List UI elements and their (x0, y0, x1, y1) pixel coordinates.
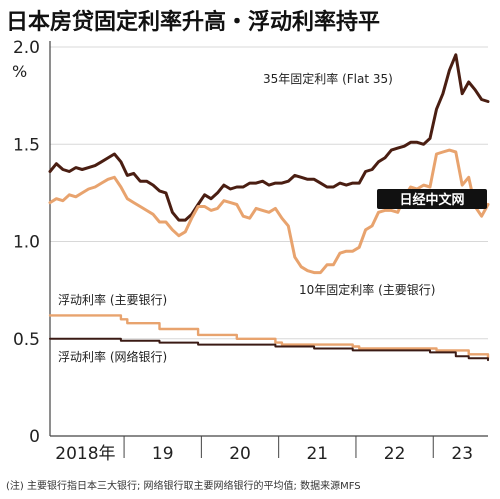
y-tick-label: 2.0 (13, 38, 40, 58)
series-line (48, 314, 490, 360)
watermark-background (377, 189, 487, 209)
series-line (48, 148, 490, 275)
series-line (48, 53, 490, 222)
y-tick-label: 0.5 (13, 330, 40, 350)
series-label-layer: 35年固定利率 (Flat 35) 10年固定利率 (主要银行) 浮动利率 (主要银… (58, 71, 435, 364)
chart-note: (注) 主要银行指日本三大银行; 网络银行取主要网络银行的平均值; 数据来源MF… (6, 479, 361, 492)
series-label: 浮动利率 (网络银行) (58, 349, 167, 364)
axis-layer: 0 0.5 1.0 1.5 2.0 2018年 19 20 21 22 23 (13, 38, 488, 464)
series-label: 10年固定利率 (主要银行) (299, 282, 435, 297)
y-tick-label: 1.5 (13, 135, 40, 155)
x-tick-label: 23 (451, 444, 473, 464)
chart-title: 日本房贷固定利率升高・浮动利率持平 (6, 9, 380, 35)
y-tick-label: 1.0 (13, 233, 40, 253)
watermark-text: 日经中文网 (399, 192, 464, 208)
x-tick-label: 22 (384, 444, 406, 464)
x-tick-label: 21 (306, 444, 328, 464)
watermark-badge: 日经中文网 (377, 189, 487, 209)
y-tick-label: 0 (29, 427, 40, 447)
series-layer (48, 53, 490, 362)
x-tick-label: 20 (229, 444, 251, 464)
series-label: 浮动利率 (主要银行) (58, 292, 167, 307)
series-label: 35年固定利率 (Flat 35) (263, 71, 393, 86)
series-line (49, 337, 489, 362)
x-tick-label: 19 (152, 444, 174, 464)
y-axis-unit: % (12, 62, 27, 81)
x-tick-label: 2018年 (55, 444, 115, 464)
